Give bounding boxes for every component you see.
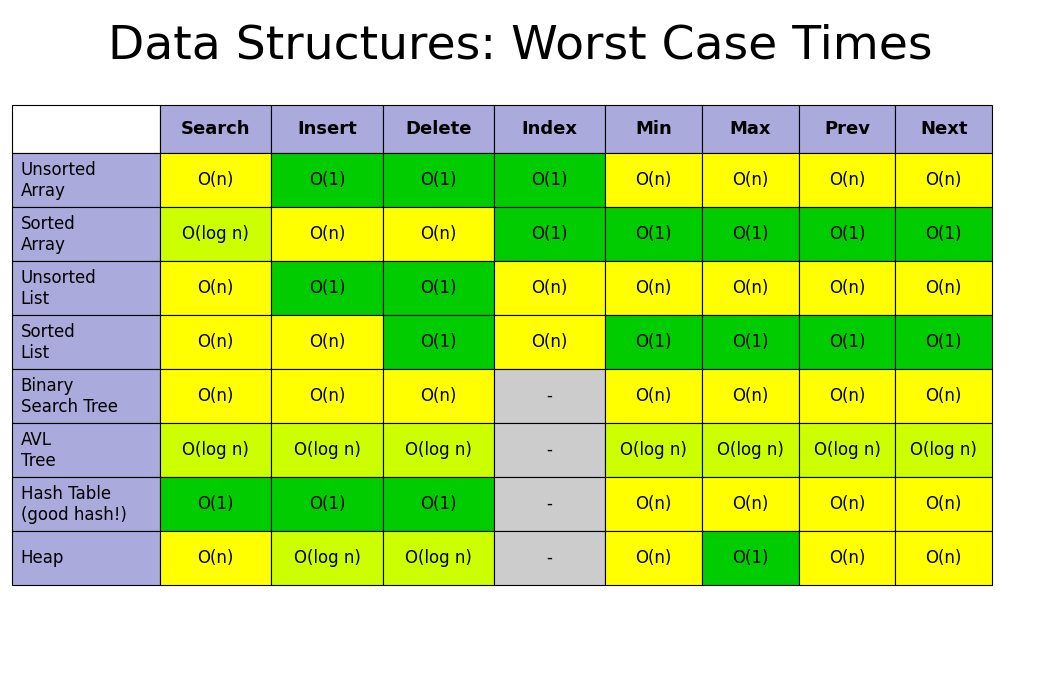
Text: O(log n): O(log n) bbox=[405, 549, 472, 567]
Text: O(1): O(1) bbox=[732, 225, 769, 243]
Text: O(log n): O(log n) bbox=[910, 441, 978, 459]
Text: O(1): O(1) bbox=[926, 333, 962, 351]
Text: Prev: Prev bbox=[824, 120, 870, 138]
Text: O(1): O(1) bbox=[198, 495, 234, 513]
Text: O(n): O(n) bbox=[829, 279, 865, 297]
Text: O(log n): O(log n) bbox=[717, 441, 784, 459]
Text: O(1): O(1) bbox=[531, 171, 568, 189]
Text: O(n): O(n) bbox=[829, 387, 865, 405]
Text: O(n): O(n) bbox=[198, 549, 234, 567]
Text: O(n): O(n) bbox=[309, 387, 345, 405]
Text: O(1): O(1) bbox=[420, 171, 457, 189]
Text: O(1): O(1) bbox=[420, 279, 457, 297]
Text: Index: Index bbox=[522, 120, 577, 138]
Text: Max: Max bbox=[730, 120, 771, 138]
Text: O(1): O(1) bbox=[732, 333, 769, 351]
Text: Next: Next bbox=[920, 120, 967, 138]
Text: -: - bbox=[547, 495, 552, 513]
Text: O(n): O(n) bbox=[829, 495, 865, 513]
Text: -: - bbox=[547, 549, 552, 567]
Text: Sorted
Array: Sorted Array bbox=[21, 215, 76, 254]
Text: O(n): O(n) bbox=[635, 279, 672, 297]
Text: O(log n): O(log n) bbox=[182, 225, 250, 243]
Text: AVL
Tree: AVL Tree bbox=[21, 431, 55, 470]
Text: Binary
Search Tree: Binary Search Tree bbox=[21, 377, 118, 416]
Text: O(1): O(1) bbox=[732, 549, 769, 567]
Text: O(n): O(n) bbox=[926, 171, 962, 189]
Text: O(log n): O(log n) bbox=[293, 549, 361, 567]
Text: Delete: Delete bbox=[406, 120, 471, 138]
Text: Heap: Heap bbox=[21, 549, 64, 567]
Text: O(n): O(n) bbox=[198, 387, 234, 405]
Text: O(n): O(n) bbox=[531, 279, 568, 297]
Text: Unsorted
List: Unsorted List bbox=[21, 269, 97, 308]
Text: O(1): O(1) bbox=[309, 171, 345, 189]
Text: O(log n): O(log n) bbox=[293, 441, 361, 459]
Text: -: - bbox=[547, 387, 552, 405]
Text: Sorted
List: Sorted List bbox=[21, 323, 76, 362]
Text: Min: Min bbox=[635, 120, 672, 138]
Text: Unsorted
Array: Unsorted Array bbox=[21, 161, 97, 200]
Text: O(n): O(n) bbox=[635, 171, 672, 189]
Text: O(n): O(n) bbox=[829, 171, 865, 189]
Text: O(n): O(n) bbox=[732, 171, 769, 189]
Text: O(n): O(n) bbox=[926, 549, 962, 567]
Text: O(n): O(n) bbox=[732, 387, 769, 405]
Text: O(1): O(1) bbox=[926, 225, 962, 243]
Text: O(1): O(1) bbox=[420, 333, 457, 351]
Text: O(n): O(n) bbox=[635, 495, 672, 513]
Text: O(log n): O(log n) bbox=[813, 441, 881, 459]
Text: O(n): O(n) bbox=[198, 333, 234, 351]
Text: O(n): O(n) bbox=[198, 171, 234, 189]
Text: O(n): O(n) bbox=[926, 387, 962, 405]
Text: O(n): O(n) bbox=[420, 225, 457, 243]
Text: Hash Table
(good hash!): Hash Table (good hash!) bbox=[21, 485, 127, 524]
Text: O(n): O(n) bbox=[309, 333, 345, 351]
Text: O(n): O(n) bbox=[309, 225, 345, 243]
Text: -: - bbox=[547, 441, 552, 459]
Text: Insert: Insert bbox=[297, 120, 357, 138]
Text: O(1): O(1) bbox=[531, 225, 568, 243]
Text: O(1): O(1) bbox=[309, 279, 345, 297]
Text: O(n): O(n) bbox=[732, 495, 769, 513]
Text: O(n): O(n) bbox=[926, 495, 962, 513]
Text: O(n): O(n) bbox=[420, 387, 457, 405]
Text: O(1): O(1) bbox=[309, 495, 345, 513]
Text: O(n): O(n) bbox=[732, 279, 769, 297]
Text: O(n): O(n) bbox=[531, 333, 568, 351]
Text: O(1): O(1) bbox=[420, 495, 457, 513]
Text: O(n): O(n) bbox=[926, 279, 962, 297]
Text: Search: Search bbox=[181, 120, 251, 138]
Text: O(log n): O(log n) bbox=[405, 441, 472, 459]
Text: O(log n): O(log n) bbox=[182, 441, 250, 459]
Text: O(1): O(1) bbox=[829, 225, 865, 243]
Text: O(1): O(1) bbox=[829, 333, 865, 351]
Text: O(n): O(n) bbox=[635, 549, 672, 567]
Text: O(n): O(n) bbox=[198, 279, 234, 297]
Text: O(n): O(n) bbox=[635, 387, 672, 405]
Text: O(1): O(1) bbox=[635, 225, 672, 243]
Text: O(n): O(n) bbox=[829, 549, 865, 567]
Text: O(log n): O(log n) bbox=[620, 441, 687, 459]
Text: O(1): O(1) bbox=[635, 333, 672, 351]
Text: Data Structures: Worst Case Times: Data Structures: Worst Case Times bbox=[108, 24, 932, 69]
